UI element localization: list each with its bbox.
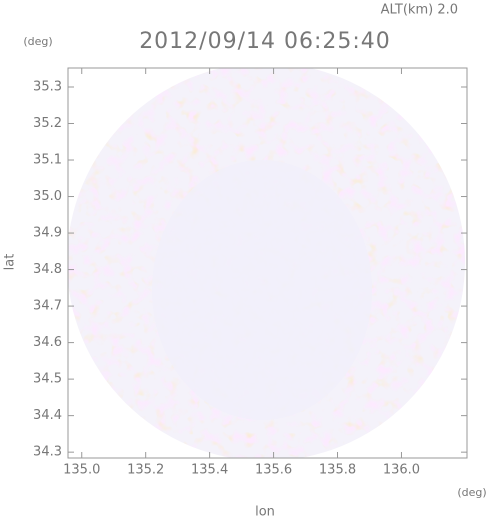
radar-core	[152, 160, 372, 420]
x-tick-label: 135.2	[127, 463, 164, 478]
y-tick-label: 35.3	[33, 79, 62, 94]
chart-title: 2012/09/14 06:25:40	[139, 29, 391, 54]
radar-field	[68, 68, 465, 458]
y-tick-label: 34.7	[33, 299, 62, 314]
y-axis-label: lat	[3, 254, 18, 271]
x-tick-label: 135.4	[191, 463, 228, 478]
altitude-label: ALT(km) 2.0	[381, 3, 458, 18]
x-axis-label: lon	[255, 505, 275, 520]
y-tick-label: 34.6	[33, 335, 62, 350]
plot-frame	[67, 67, 468, 459]
y-tick-label: 35.0	[33, 189, 62, 204]
y-tick-label: 35.2	[33, 116, 62, 131]
x-tick-label: 136.0	[383, 463, 420, 478]
y-tick-label: 34.4	[33, 408, 62, 423]
x-unit: (deg)	[457, 486, 486, 499]
y-tick-label: 34.3	[33, 445, 62, 460]
x-tick-label: 135.6	[255, 463, 292, 478]
y-unit: (deg)	[23, 35, 52, 48]
y-tick-label: 34.8	[33, 262, 62, 277]
x-tick-label: 135.0	[63, 463, 100, 478]
y-tick-label: 34.9	[33, 226, 62, 241]
x-tick-label: 135.8	[319, 463, 356, 478]
y-tick-label: 35.1	[33, 153, 62, 168]
y-tick-label: 34.5	[33, 372, 62, 387]
